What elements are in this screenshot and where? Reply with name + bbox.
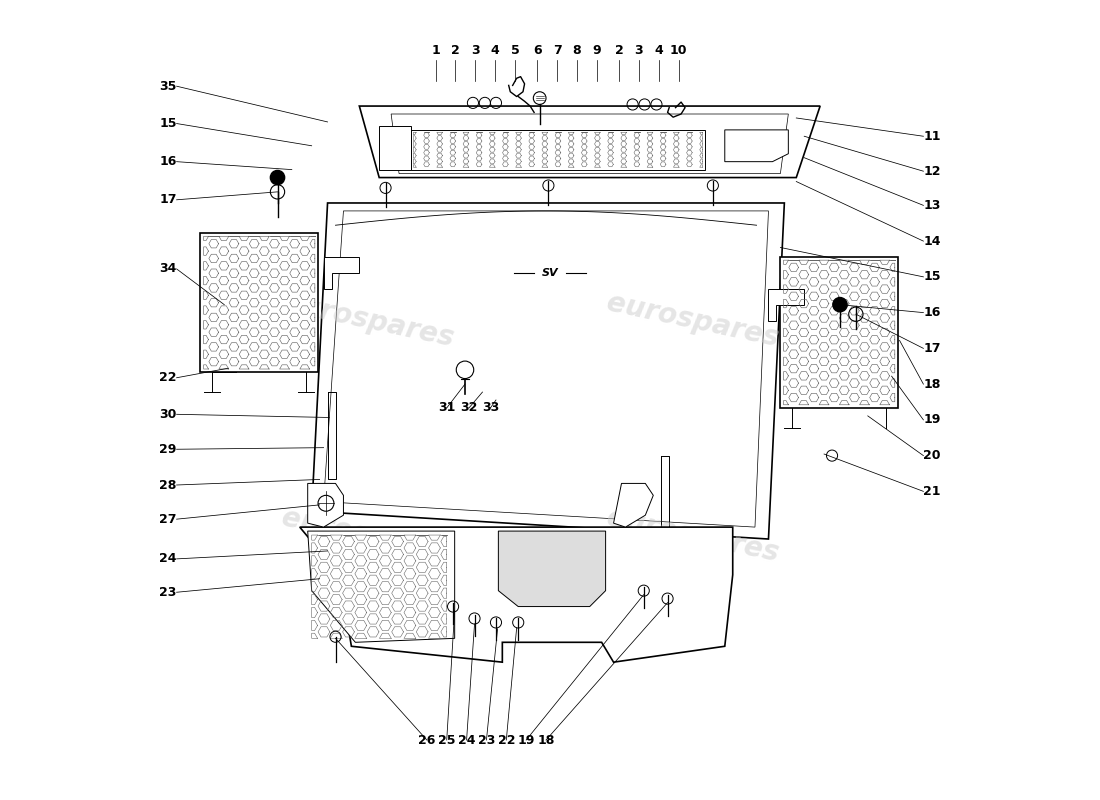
Polygon shape <box>614 483 653 527</box>
Text: 19: 19 <box>517 734 535 746</box>
Text: 24: 24 <box>160 552 177 566</box>
Circle shape <box>833 298 847 312</box>
Text: 31: 31 <box>438 402 455 414</box>
Text: 35: 35 <box>160 80 177 93</box>
Text: 28: 28 <box>160 478 177 491</box>
Text: eurospares: eurospares <box>604 503 782 567</box>
Text: 24: 24 <box>458 734 475 746</box>
Bar <box>379 126 411 170</box>
Text: 10: 10 <box>670 44 688 57</box>
Polygon shape <box>308 483 343 527</box>
Polygon shape <box>311 203 784 539</box>
Text: 17: 17 <box>160 194 177 206</box>
Text: 6: 6 <box>534 44 541 57</box>
Text: 34: 34 <box>160 262 177 275</box>
Text: eurospares: eurospares <box>278 289 456 353</box>
Text: 25: 25 <box>438 734 455 746</box>
Text: 19: 19 <box>923 414 940 426</box>
Polygon shape <box>392 114 789 174</box>
Text: 7: 7 <box>553 44 561 57</box>
Text: 16: 16 <box>160 155 177 168</box>
Polygon shape <box>360 106 821 178</box>
Text: 3: 3 <box>635 44 643 57</box>
Polygon shape <box>769 289 804 321</box>
Text: 2: 2 <box>615 44 624 57</box>
Polygon shape <box>725 130 789 162</box>
Text: 18: 18 <box>537 734 554 746</box>
Text: 11: 11 <box>923 130 940 142</box>
Text: 3: 3 <box>471 44 480 57</box>
Text: 26: 26 <box>418 734 436 746</box>
Circle shape <box>271 170 285 185</box>
Text: 30: 30 <box>160 408 177 421</box>
Text: 15: 15 <box>923 270 940 283</box>
Text: SV: SV <box>541 268 559 278</box>
Text: 9: 9 <box>593 44 602 57</box>
Bar <box>200 233 318 372</box>
Text: 22: 22 <box>497 734 515 746</box>
Text: 32: 32 <box>460 402 477 414</box>
Text: 21: 21 <box>923 485 940 498</box>
Polygon shape <box>300 527 733 662</box>
Text: 8: 8 <box>573 44 581 57</box>
Text: 14: 14 <box>923 234 940 248</box>
Polygon shape <box>308 531 454 642</box>
Text: 29: 29 <box>160 442 177 456</box>
Text: 20: 20 <box>923 449 940 462</box>
Text: 4: 4 <box>654 44 663 57</box>
Text: 5: 5 <box>510 44 519 57</box>
Polygon shape <box>323 257 360 289</box>
Text: 12: 12 <box>923 165 940 178</box>
Polygon shape <box>498 531 606 606</box>
Text: 22: 22 <box>160 371 177 384</box>
Text: 15: 15 <box>160 117 177 130</box>
Text: 23: 23 <box>477 734 495 746</box>
Text: 17: 17 <box>923 342 940 355</box>
Bar <box>780 257 898 408</box>
Text: 16: 16 <box>923 306 940 319</box>
Text: 27: 27 <box>160 513 177 526</box>
Text: 4: 4 <box>491 44 499 57</box>
Bar <box>411 130 705 170</box>
Text: 2: 2 <box>451 44 460 57</box>
Text: eurospares: eurospares <box>604 289 782 353</box>
Text: 23: 23 <box>160 586 177 598</box>
Text: 13: 13 <box>923 199 940 212</box>
Text: 1: 1 <box>431 44 440 57</box>
Text: 18: 18 <box>923 378 940 390</box>
Text: eurospares: eurospares <box>278 503 456 567</box>
Text: 33: 33 <box>482 402 499 414</box>
